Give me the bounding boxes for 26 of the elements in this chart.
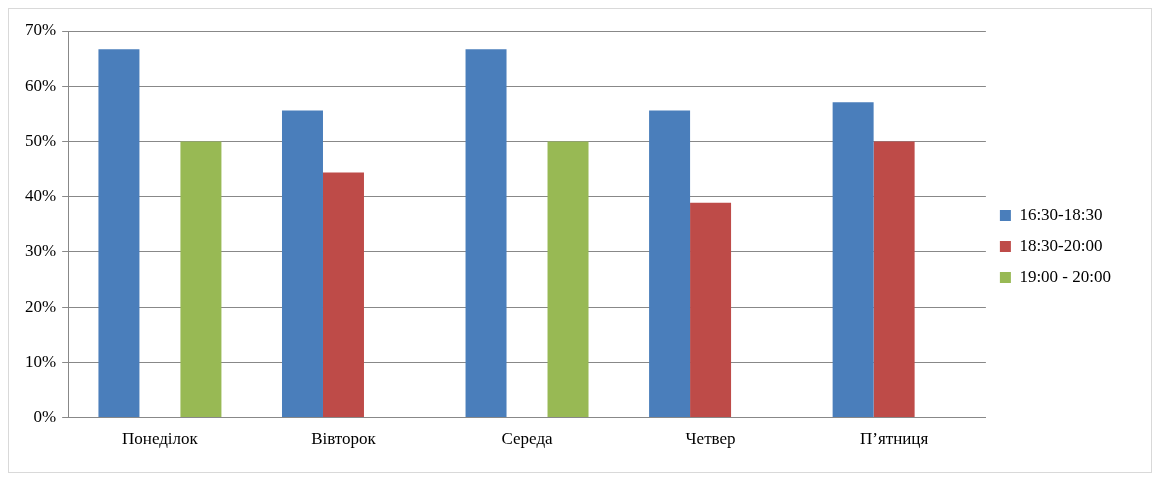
bar [180, 141, 222, 418]
bar [281, 110, 323, 418]
bar [547, 141, 589, 418]
y-tick-label: 30% [24, 241, 57, 261]
y-tick-label: 70% [24, 20, 57, 40]
y-tick-label: 0% [33, 407, 57, 427]
legend-label: 18:30-20:00 [1019, 235, 1103, 255]
bar [649, 110, 691, 418]
bar [832, 102, 874, 418]
y-tick-label: 60% [24, 75, 57, 95]
y-tick-label: 50% [24, 130, 57, 150]
bar [98, 49, 140, 418]
x-tick-label: Понеділок [122, 429, 199, 449]
x-tick-label: Четвер [685, 429, 736, 449]
bar [465, 49, 507, 418]
x-tick-label: Вівторок [311, 429, 377, 449]
y-tick-label: 40% [24, 186, 57, 206]
x-tick-label: П’ятниця [859, 429, 929, 449]
bar [873, 141, 915, 418]
bar [322, 172, 364, 418]
bar [690, 202, 732, 418]
y-tick-label: 20% [24, 296, 57, 316]
x-tick-label: Середа [501, 429, 554, 449]
y-tick-label: 10% [24, 351, 57, 371]
legend-label: 19:00 - 20:00 [1019, 266, 1111, 286]
legend-label: 16:30-18:30 [1019, 204, 1103, 224]
